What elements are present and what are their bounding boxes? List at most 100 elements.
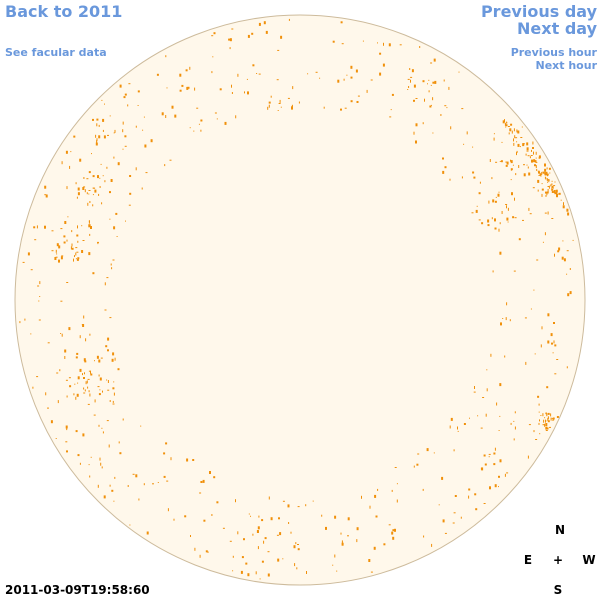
facula (550, 413, 552, 417)
facula (81, 250, 84, 253)
facula (82, 373, 83, 376)
facula (77, 382, 79, 384)
facula (135, 474, 138, 478)
facula (105, 345, 108, 348)
facula (75, 430, 78, 433)
facula (192, 459, 195, 461)
facula (457, 430, 459, 432)
facula (347, 517, 350, 521)
facula (64, 356, 66, 359)
facula (88, 252, 91, 256)
facula (129, 524, 131, 526)
facula (554, 192, 557, 195)
facula (526, 142, 529, 146)
facula (95, 134, 97, 138)
facula (89, 475, 91, 478)
facula (64, 349, 67, 353)
facula (247, 91, 249, 95)
facula (278, 103, 281, 104)
facula (106, 379, 108, 381)
facula (98, 393, 101, 396)
facula (493, 463, 496, 466)
facula (392, 529, 395, 532)
facula (379, 52, 382, 55)
next-day-link[interactable]: Next day (517, 19, 598, 38)
facular-link[interactable]: See facular data (5, 46, 107, 59)
facula (350, 76, 353, 79)
compass-south: S (554, 583, 563, 597)
facula (251, 32, 254, 35)
facula (528, 424, 531, 426)
facula (423, 535, 425, 538)
facula (567, 293, 570, 297)
facula (495, 161, 498, 163)
facula (169, 159, 172, 161)
facula (44, 225, 46, 229)
facula (546, 191, 549, 194)
facula (377, 488, 379, 491)
facula (39, 281, 41, 285)
facula (94, 399, 96, 403)
facula (441, 476, 444, 480)
facula (526, 150, 529, 152)
facula (129, 192, 132, 195)
facula (267, 573, 270, 577)
facula (99, 377, 102, 381)
facula (527, 155, 530, 157)
facula (124, 135, 127, 138)
facula (268, 104, 270, 108)
facula (95, 142, 98, 146)
facula (469, 417, 470, 419)
facula (539, 433, 541, 435)
facula (475, 508, 478, 511)
facula (93, 414, 96, 416)
facula (540, 415, 542, 416)
facula (569, 291, 572, 295)
facula (528, 172, 531, 176)
facula (101, 466, 103, 469)
facula (129, 175, 132, 177)
facula (68, 327, 71, 331)
facula (55, 256, 58, 258)
facula (514, 426, 516, 430)
facula (77, 225, 78, 229)
next-hour-link[interactable]: Next hour (536, 59, 598, 72)
facula (547, 181, 548, 183)
facula (75, 396, 77, 400)
facula (54, 257, 57, 260)
facula (66, 282, 69, 283)
facula (546, 178, 548, 182)
facula (296, 567, 298, 570)
facula (185, 69, 188, 72)
back-link[interactable]: Back to 2011 (5, 2, 122, 21)
facula (505, 126, 507, 128)
facula (532, 141, 534, 145)
facula (444, 532, 447, 534)
facula (547, 417, 549, 421)
facula (181, 84, 184, 87)
facula (413, 131, 415, 135)
previous-day-link[interactable]: Previous day (481, 2, 598, 21)
facula (216, 118, 218, 120)
facula (498, 228, 500, 232)
facula (518, 238, 521, 241)
facula (500, 322, 502, 326)
facula (510, 123, 513, 126)
facula (280, 35, 283, 39)
facula (165, 55, 167, 58)
facula (125, 220, 126, 222)
facula (466, 131, 468, 135)
facula (391, 531, 394, 535)
facula (85, 381, 87, 385)
facula (531, 149, 532, 152)
facula (507, 221, 509, 223)
facula (77, 257, 80, 260)
previous-hour-link[interactable]: Previous hour (511, 46, 598, 59)
facula (538, 422, 540, 425)
facula (127, 485, 129, 487)
facula (513, 142, 515, 146)
facula (87, 386, 89, 389)
facula (56, 372, 59, 374)
facula (76, 251, 79, 253)
facula (538, 171, 540, 174)
